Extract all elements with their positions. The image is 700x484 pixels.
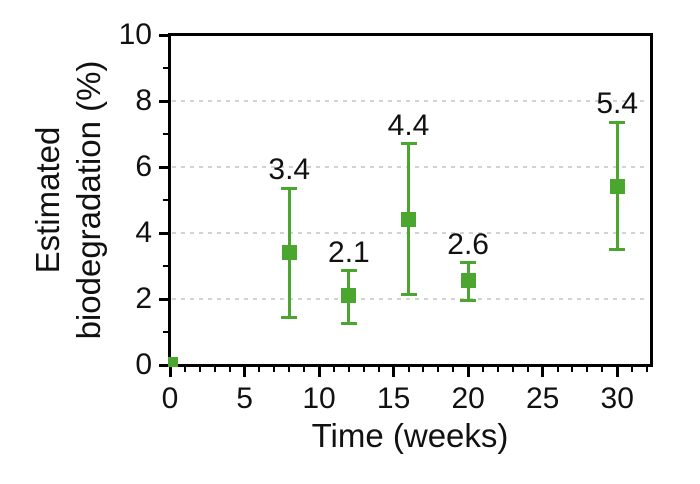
x-minor-tick <box>452 367 455 372</box>
x-minor-tick <box>347 367 350 372</box>
y-tick-label: 8 <box>135 84 152 117</box>
y-major-tick <box>159 297 168 301</box>
y-major-tick <box>159 99 168 103</box>
error-bar-cap-top <box>609 120 626 124</box>
data-point-marker <box>460 273 476 289</box>
x-minor-tick <box>228 367 231 372</box>
x-minor-tick <box>407 367 410 372</box>
data-point-marker <box>167 356 178 367</box>
x-minor-tick <box>437 367 440 372</box>
gridline <box>172 298 648 300</box>
x-major-tick <box>317 367 321 377</box>
y-tick-label: 10 <box>118 18 152 51</box>
point-value-label: 5.4 <box>596 87 639 121</box>
x-tick-label: 10 <box>302 382 336 415</box>
x-minor-tick <box>258 367 261 372</box>
plot-frame <box>168 33 653 367</box>
y-axis-title: Estimated biodegradation (%) <box>27 0 109 410</box>
gridline <box>172 166 648 168</box>
error-bar-cap-bottom <box>400 292 417 296</box>
x-minor-tick <box>303 367 306 372</box>
data-point-marker <box>609 179 625 195</box>
y-tick-label: 4 <box>135 216 152 249</box>
x-minor-tick <box>213 367 216 372</box>
x-minor-tick <box>646 367 649 372</box>
x-major-tick <box>168 367 172 377</box>
y-minor-tick <box>163 265 168 267</box>
error-bar-cap-top <box>340 269 357 273</box>
x-minor-tick <box>362 367 365 372</box>
y-minor-tick <box>163 199 168 201</box>
x-minor-tick <box>586 367 589 372</box>
y-major-tick <box>159 363 168 367</box>
y-major-tick <box>159 33 168 37</box>
x-minor-tick <box>332 367 335 372</box>
x-minor-tick <box>631 367 634 372</box>
point-value-label: 2.6 <box>447 227 489 261</box>
y-major-tick <box>159 231 168 235</box>
x-minor-tick <box>526 367 529 372</box>
point-value-label: 3.4 <box>268 153 311 187</box>
y-minor-tick <box>163 331 168 333</box>
x-axis-title: Time (weeks) <box>311 417 509 454</box>
x-minor-tick <box>288 367 291 372</box>
gridline <box>172 100 648 102</box>
data-point-marker <box>341 288 357 304</box>
x-minor-tick <box>511 367 514 372</box>
y-tick-label: 6 <box>135 150 152 183</box>
x-tick-label: 30 <box>600 382 634 415</box>
data-point-marker <box>281 245 297 261</box>
x-minor-tick <box>183 367 186 372</box>
y-major-tick <box>159 165 168 169</box>
point-value-label: 2.1 <box>328 235 370 269</box>
x-minor-tick <box>198 367 201 372</box>
error-bar-cap-bottom <box>460 299 477 303</box>
x-major-tick <box>392 367 396 377</box>
y-tick-label: 2 <box>135 282 152 315</box>
y-minor-tick <box>163 67 168 69</box>
y-axis-title-line2: biodegradation (%) <box>70 60 107 340</box>
error-bar-cap-top <box>460 261 477 265</box>
x-tick-label: 25 <box>525 382 560 415</box>
x-minor-tick <box>273 367 276 372</box>
error-bar-cap-top <box>281 186 298 190</box>
x-minor-tick <box>422 367 425 372</box>
x-tick-label: 5 <box>236 382 253 415</box>
x-major-tick <box>541 367 545 377</box>
x-minor-tick <box>601 367 604 372</box>
error-bar-cap-bottom <box>609 248 626 251</box>
x-tick-label: 20 <box>451 382 485 415</box>
x-minor-tick <box>571 367 574 372</box>
x-major-tick <box>243 367 247 377</box>
x-minor-tick <box>482 367 485 372</box>
error-bar-cap-top <box>400 142 417 146</box>
gridline <box>172 232 648 234</box>
x-tick-label: 0 <box>161 382 179 415</box>
y-tick-label: 0 <box>135 348 152 381</box>
data-point-marker <box>401 212 416 228</box>
x-minor-tick <box>496 367 499 372</box>
x-tick-label: 15 <box>376 382 411 415</box>
error-bar-cap-bottom <box>340 322 357 326</box>
x-minor-tick <box>377 367 380 372</box>
x-major-tick <box>615 367 619 377</box>
x-minor-tick <box>556 367 559 372</box>
x-major-tick <box>466 367 470 377</box>
y-minor-tick <box>163 133 168 135</box>
error-bar-cap-bottom <box>281 315 298 319</box>
y-axis-title-line1: Estimated <box>29 126 66 274</box>
point-value-label: 4.4 <box>387 108 430 142</box>
